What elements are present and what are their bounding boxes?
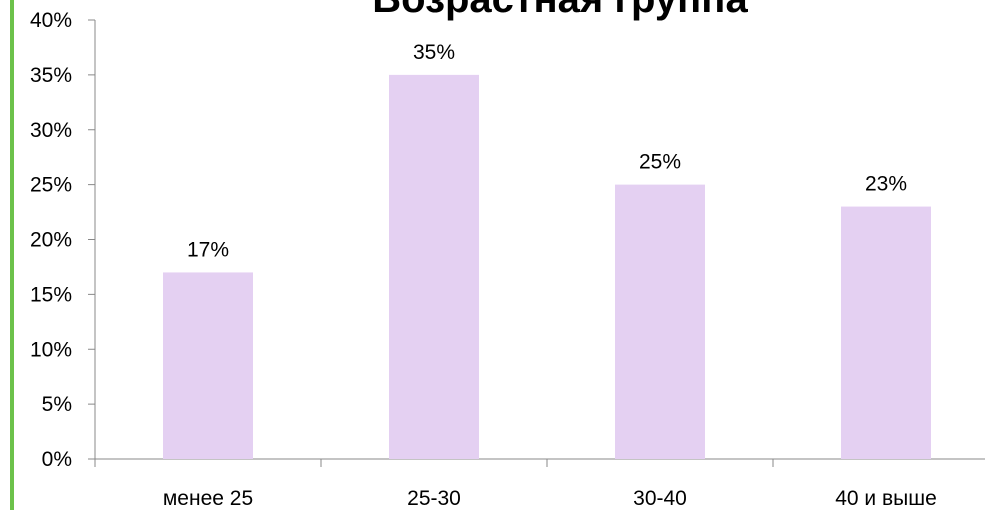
left-border [10, 0, 14, 510]
y-tick-label: 0% [42, 448, 72, 471]
bar [615, 184, 705, 459]
y-tick-label: 5% [42, 393, 72, 416]
x-tick-label: 25-30 [407, 487, 461, 510]
bar [163, 272, 253, 459]
bar [841, 206, 931, 459]
y-tick-label: 25% [30, 174, 72, 197]
bar [389, 74, 479, 459]
chart-title: Возрастная группа [372, 0, 748, 21]
data-label: 23% [865, 173, 907, 196]
data-label: 17% [187, 238, 229, 261]
y-tick-label: 40% [30, 9, 72, 32]
x-tick-label: менее 25 [163, 487, 253, 510]
y-tick-label: 20% [30, 229, 72, 252]
y-tick-label: 35% [30, 64, 72, 87]
y-tick-label: 15% [30, 283, 72, 306]
x-tick-label: 30-40 [633, 487, 687, 510]
x-tick-label: 40 и выше [835, 487, 937, 510]
data-label: 35% [413, 41, 455, 64]
y-tick-label: 10% [30, 338, 72, 361]
y-tick-label: 30% [30, 119, 72, 142]
data-label: 25% [639, 151, 681, 174]
